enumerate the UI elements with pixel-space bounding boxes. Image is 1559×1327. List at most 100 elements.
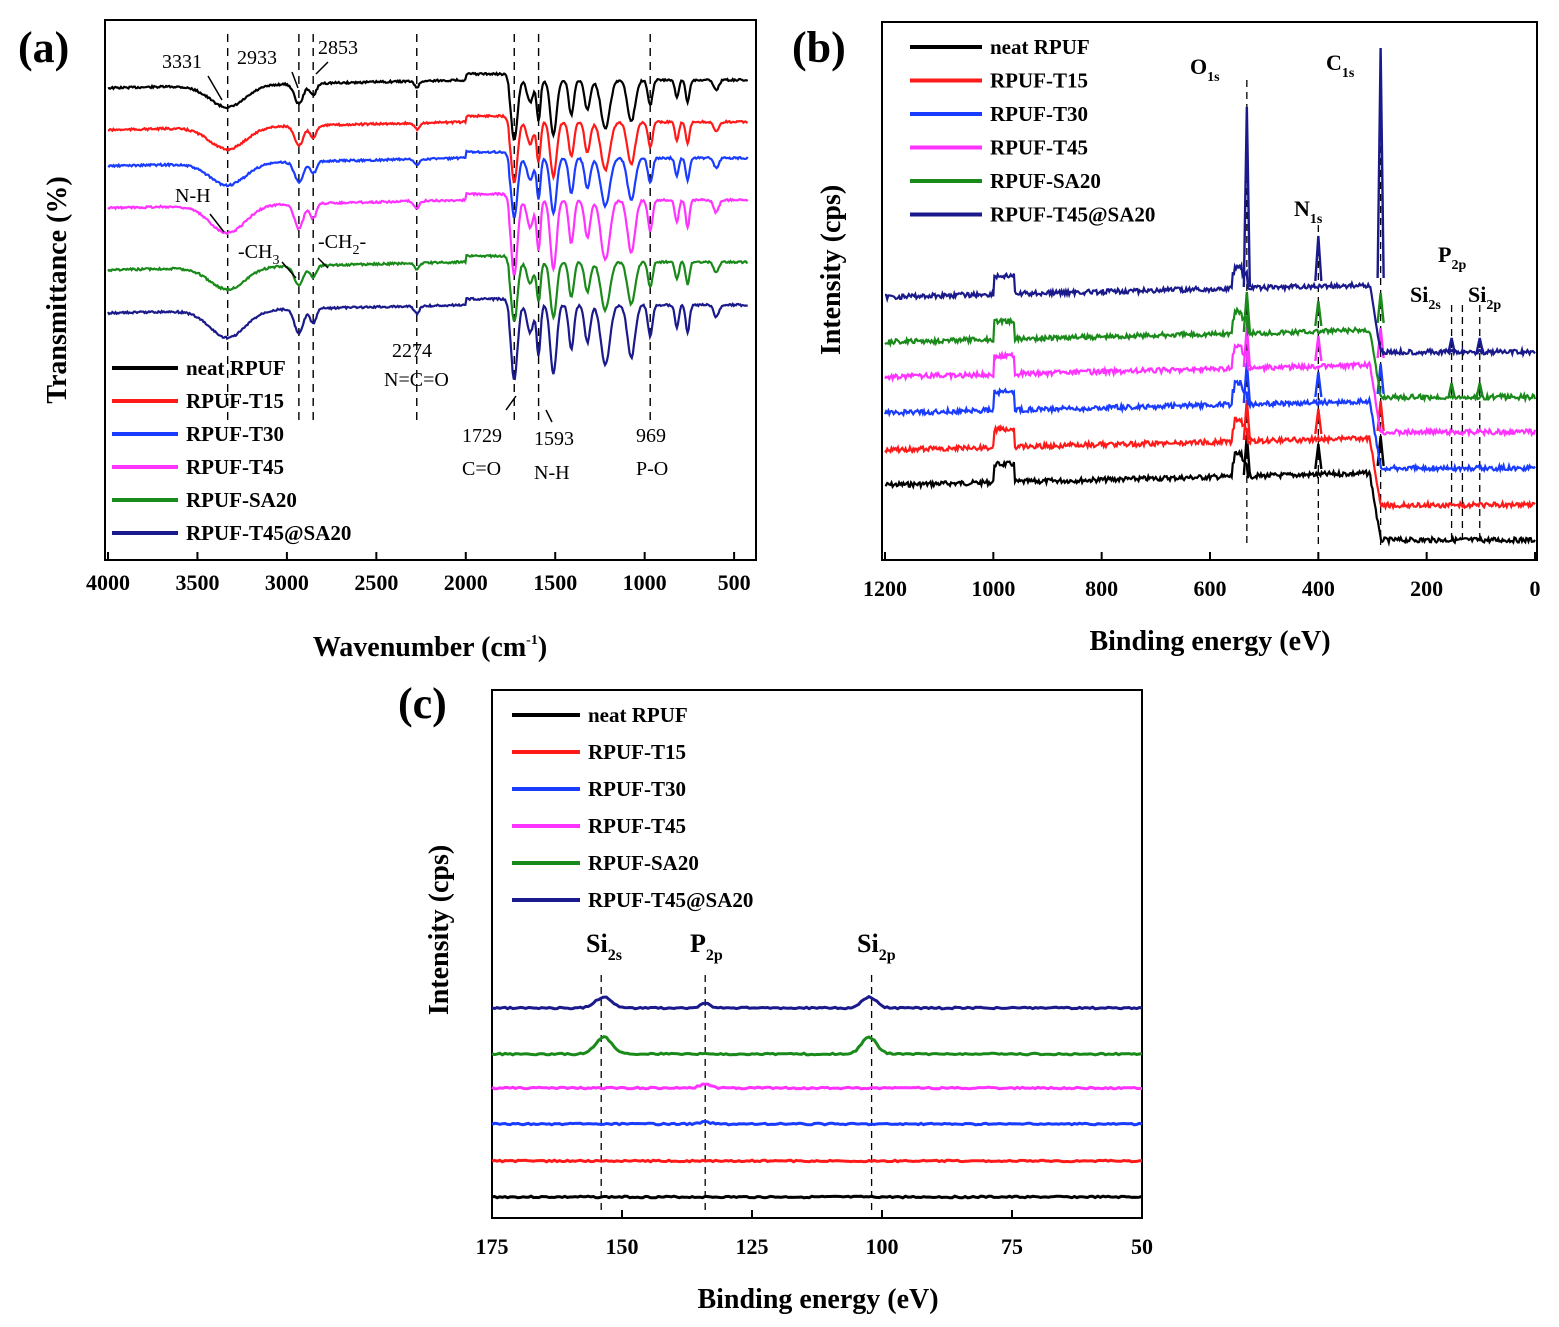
x-tick-label: 2000	[444, 570, 488, 595]
panel-b-legend: neat RPUF RPUF-T15 RPUF-T30 RPUF-T45 RPUF-SA…	[910, 35, 1155, 227]
series-line	[107, 253, 749, 322]
panel-b-y-label: Intensity (cps)	[816, 185, 847, 355]
peak-label: Si2s	[586, 929, 622, 964]
panel-b-series	[883, 47, 1537, 547]
panel-c-series	[491, 994, 1143, 1200]
legend-entry: neat RPUF	[990, 35, 1090, 59]
legend-entry: neat RPUF	[186, 356, 286, 380]
peak-label: P2p	[690, 929, 723, 964]
series-peak	[1475, 382, 1484, 398]
annotation-1729: 1729	[462, 425, 502, 447]
legend-entry: RPUF-T45@SA20	[990, 203, 1155, 227]
series-peak	[1314, 443, 1323, 470]
panel-a-y-label: Transmittance (%)	[42, 176, 73, 403]
annotation-po: P-O	[636, 458, 668, 480]
annotation-nh-2: N-H	[534, 462, 570, 484]
x-tick-label: 0	[1530, 576, 1541, 601]
legend-entry: RPUF-T45@SA20	[588, 888, 753, 912]
legend-entry: RPUF-T45	[990, 136, 1088, 160]
legend-entry: RPUF-T30	[990, 102, 1088, 126]
panel-c-peak-labels: Si2s P2p Si2p	[586, 929, 896, 964]
series-peak	[1376, 47, 1385, 279]
series-peak	[1242, 291, 1252, 333]
legend-entry: RPUF-T45@SA20	[186, 521, 351, 545]
legend-entry: RPUF-T45	[186, 455, 284, 479]
annotation-co: C=O	[462, 458, 501, 480]
panel-b-label: (b)	[792, 23, 846, 72]
series-peak	[1447, 337, 1456, 353]
x-tick-label: 3000	[265, 570, 309, 595]
series-peak	[1314, 300, 1323, 327]
panel-c-x-label: Binding energy (eV)	[697, 1284, 938, 1315]
x-tick-label: 1500	[533, 570, 577, 595]
x-tick-label: 200	[1410, 576, 1443, 601]
x-tick-label: 600	[1194, 576, 1227, 601]
panel-c-frame	[491, 689, 1143, 1219]
series-line	[883, 379, 1536, 474]
series-line	[884, 448, 1536, 547]
series-peak	[1314, 371, 1323, 398]
x-tick-label: 400	[1302, 576, 1335, 601]
annotation-2274: 2274	[392, 340, 432, 362]
series-line	[884, 306, 1537, 404]
panel-c-y-label: Intensity (cps)	[424, 845, 455, 1015]
peak-label: N1s	[1294, 196, 1323, 227]
panel-b: (b) 1200 1000 800 600 400 200 0 Binding energy…	[792, 21, 1541, 657]
series-peak	[1314, 408, 1323, 435]
series-line	[107, 71, 749, 141]
x-tick-label: 75	[1001, 1234, 1023, 1259]
legend-entry: RPUF-T30	[186, 422, 284, 446]
series-peak	[1475, 337, 1484, 353]
peak-label: Si2s	[1410, 282, 1441, 313]
panel-a-series	[107, 71, 749, 381]
x-tick-label: 175	[476, 1234, 509, 1259]
panel-c-legend: neat RPUF RPUF-T15 RPUF-T30 RPUF-T45 RPUF-SA…	[512, 703, 753, 912]
annotation-2933: 2933	[237, 47, 277, 69]
panel-c-label: (c)	[398, 679, 447, 728]
peak-label: C1s	[1326, 50, 1355, 81]
series-peak	[1242, 106, 1252, 288]
x-tick-label: 1200	[863, 576, 907, 601]
legend-entry: RPUF-T45	[588, 814, 686, 838]
series-line	[884, 260, 1536, 359]
x-tick-label: 50	[1131, 1234, 1153, 1259]
panel-a-label: (a)	[18, 23, 69, 72]
series-peak	[1376, 292, 1385, 324]
panel-c-reference-lines	[600, 975, 873, 1212]
panel-a-x-ticks: 4000 3500 3000 2500 2000 1500 1000 500	[86, 552, 751, 595]
x-tick-label: 150	[606, 1234, 639, 1259]
annotation-3331: 3331	[162, 51, 202, 73]
peak-label: P2p	[1438, 242, 1466, 273]
x-tick-label: 100	[866, 1234, 899, 1259]
series-line	[491, 1158, 1142, 1164]
panel-a-frame	[104, 19, 757, 561]
panel-b-x-ticks: 1200 1000 800 600 400 200 0	[863, 552, 1541, 601]
legend-entry: RPUF-SA20	[186, 488, 297, 512]
peak-label: Si2p	[1468, 282, 1501, 313]
series-line	[491, 1119, 1143, 1127]
legend-entry: RPUF-SA20	[588, 851, 699, 875]
series-line	[884, 342, 1537, 439]
x-tick-label: 3500	[175, 570, 219, 595]
annotation-nco: N=C=O	[384, 369, 449, 391]
panel-a-legend: neat RPUF RPUF-T15 RPUF-T30 RPUF-T45 RPUF-SA…	[112, 356, 351, 545]
x-tick-label: 1000	[971, 576, 1015, 601]
x-tick-label: 2500	[354, 570, 398, 595]
legend-entry: RPUF-T30	[588, 777, 686, 801]
x-tick-label: 125	[736, 1234, 769, 1259]
series-peak	[1314, 235, 1323, 282]
series-line	[107, 149, 749, 218]
annotation-ch2: -CH2-	[318, 231, 366, 258]
legend-entry: RPUF-SA20	[990, 169, 1101, 193]
panel-c-x-ticks: 175 150 125 100 75 50	[476, 1210, 1153, 1259]
annotation-2853: 2853	[318, 37, 358, 59]
legend-entry: RPUF-T15	[990, 69, 1088, 93]
series-line	[491, 1034, 1143, 1057]
series-line	[107, 113, 748, 184]
peak-label: Si2p	[857, 929, 896, 964]
series-line	[107, 191, 749, 276]
panel-b-x-label: Binding energy (eV)	[1089, 626, 1330, 657]
series-line	[884, 416, 1536, 512]
